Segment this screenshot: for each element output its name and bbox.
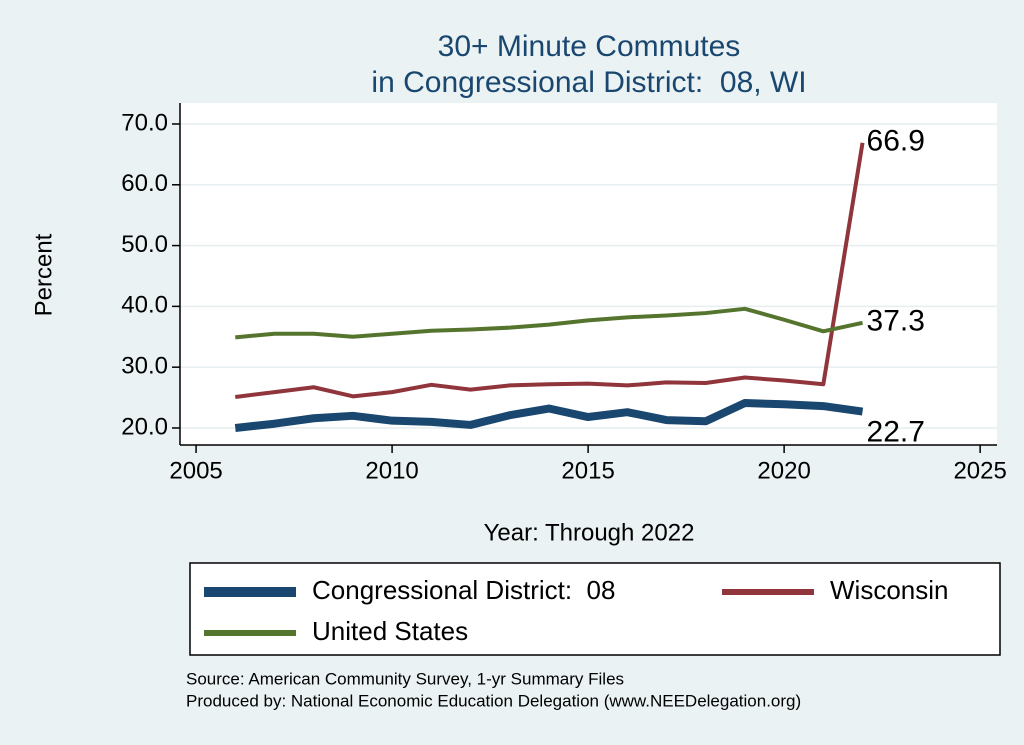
end-label: 22.7 bbox=[867, 415, 925, 448]
end-label: 66.9 bbox=[867, 125, 925, 158]
legend-label: Wisconsin bbox=[830, 575, 948, 605]
y-tick-label: 60.0 bbox=[121, 170, 168, 197]
y-tick-label: 40.0 bbox=[121, 292, 168, 319]
legend bbox=[189, 562, 1001, 656]
y-tick-label: 50.0 bbox=[121, 231, 168, 258]
credit-note: Produced by: National Economic Education… bbox=[186, 691, 801, 710]
y-axis-title: Percent bbox=[30, 233, 57, 316]
x-tick-label: 2020 bbox=[757, 457, 810, 484]
x-tick-label: 2015 bbox=[561, 457, 614, 484]
chart-title: 30+ Minute Commutes bbox=[438, 30, 741, 63]
x-tick-label: 2005 bbox=[169, 457, 222, 484]
chart-title: in Congressional District: 08, WI bbox=[371, 66, 806, 99]
series-line bbox=[234, 399, 864, 432]
legend-label: Congressional District: 08 bbox=[312, 575, 615, 605]
source-note: Source: American Community Survey, 1-yr … bbox=[186, 669, 624, 688]
legend-label: United States bbox=[312, 616, 468, 646]
y-tick-label: 30.0 bbox=[121, 353, 168, 380]
y-tick-label: 70.0 bbox=[121, 109, 168, 136]
y-tick-label: 20.0 bbox=[121, 413, 168, 440]
series-line bbox=[235, 142, 865, 399]
x-tick-label: 2010 bbox=[365, 457, 418, 484]
x-axis-title: Year: Through 2022 bbox=[484, 519, 695, 546]
series-line bbox=[235, 306, 863, 340]
end-label: 37.3 bbox=[867, 305, 925, 338]
x-tick-label: 2025 bbox=[953, 457, 1006, 484]
